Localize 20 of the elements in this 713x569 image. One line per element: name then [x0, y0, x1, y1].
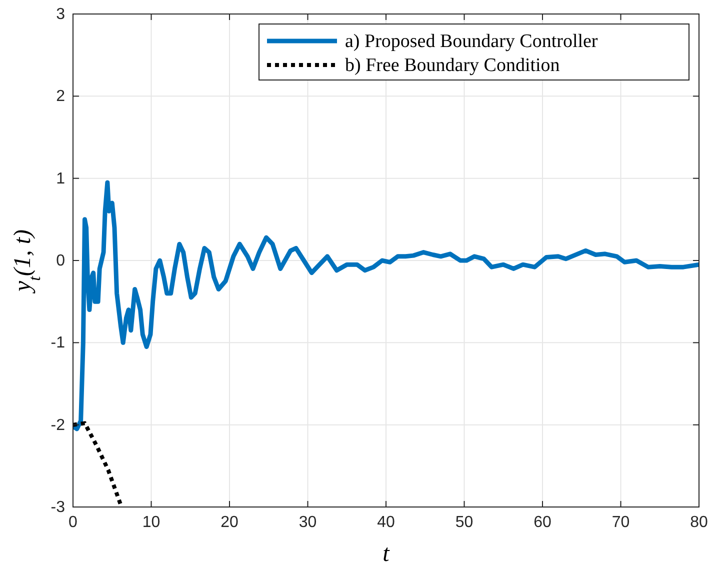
y-tick-label: -2: [50, 416, 66, 434]
legend-label: b) Free Boundary Condition: [345, 55, 560, 76]
x-tick-label: 0: [68, 514, 78, 531]
line-series: [73, 180, 699, 432]
x-tick-label: 10: [142, 514, 160, 531]
y-tick-label: 2: [56, 88, 66, 106]
y-tick-label: -3: [50, 499, 66, 516]
y-tick-label: -1: [50, 334, 66, 352]
y-tick-label: 3: [56, 6, 66, 23]
y-tick-label: 0: [56, 252, 66, 270]
x-tick-label: 40: [377, 514, 395, 531]
x-tick-label: 20: [220, 514, 238, 531]
y-tick-label: 1: [56, 170, 66, 188]
x-tick-label: 70: [612, 514, 630, 531]
x-tick-label: 80: [690, 514, 708, 531]
legend-label: a) Proposed Boundary Controller: [345, 31, 598, 52]
x-axis-title: t: [382, 541, 391, 567]
x-tick-label: 60: [534, 514, 552, 531]
x-tick-label: 30: [298, 514, 317, 531]
x-tick-label: 50: [455, 514, 474, 531]
